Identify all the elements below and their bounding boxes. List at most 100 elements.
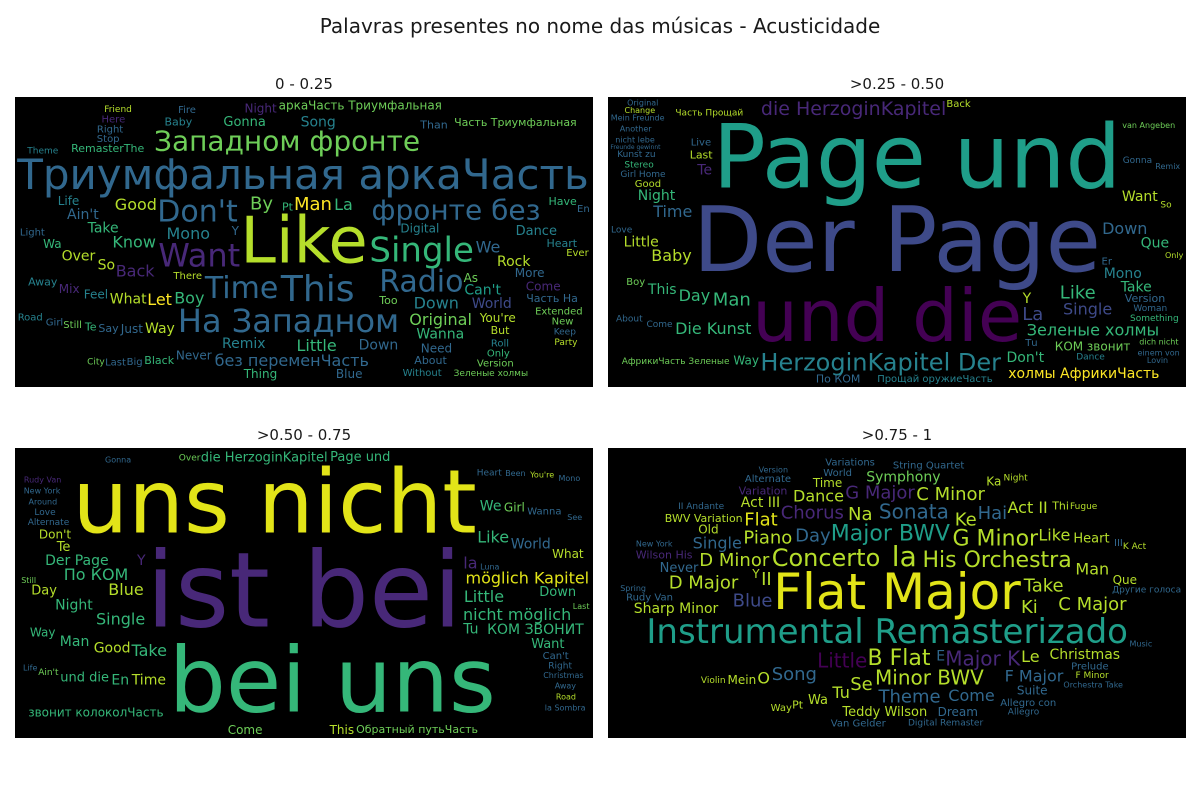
cloud-word: Der Page [693,188,1101,293]
cloud-word: без переменЧасть [215,351,369,370]
cloud-word: Change [625,106,656,115]
panel-title-1: >0.25 - 0.50 [849,75,945,93]
cloud-word: Gonna [105,456,131,465]
cloud-word: Down [1102,219,1147,238]
cloud-word: Gonna [1123,156,1152,166]
cloud-word: Западном фронте [154,125,420,158]
cloud-word: Digital [400,222,439,236]
cloud-word: Like [240,205,368,279]
panel-title-3: >0.75 - 1 [861,426,933,444]
cloud-word: Rock [497,254,531,270]
cloud-word: Na [848,504,873,525]
cloud-word: Take [87,220,119,236]
cloud-word: Old [698,523,718,537]
cloud-word: Mono [1104,266,1142,282]
cloud-word: Wa [43,237,61,251]
cloud-word: What [552,547,584,561]
cloud-word: Let [147,290,172,309]
cloud-word: II [761,569,772,590]
cloud-word: So [98,258,115,274]
cloud-word: Little [817,649,867,673]
cloud-word: Than [419,119,447,132]
cloud-word: Wanna [527,507,561,518]
cloud-word: Road [556,692,576,701]
cloud-word: Ever [566,248,589,259]
cloud-word: By [250,193,273,214]
cloud-word: Триумфальная аркаЧасть [16,150,589,199]
cloud-word: Party [554,338,578,348]
cloud-word: Прощай оружиеЧасть [877,374,993,385]
cloud-word: Night [55,598,93,614]
cloud-word: Don't [39,528,71,542]
cloud-word: Зеленые холмы [454,369,528,379]
cloud-word: Way [771,703,792,714]
cloud-word: Come [647,320,674,330]
cloud-word: Fugue [1070,502,1098,512]
cloud-word: Life [58,194,80,208]
cloud-word: Take [131,641,167,660]
cloud-word: Original [409,310,472,329]
cloud-word: Variations [825,458,875,469]
cloud-word: Alternate [28,518,70,528]
cloud-word: die HerzoginKapitel [761,98,946,120]
cloud-word: What [110,291,147,307]
cloud-word: КОМ ЗВОНИТ [487,622,584,638]
cloud-word: Heart [477,469,503,479]
cloud-word: Teddy Wilson [841,705,927,720]
cloud-word: You're [529,471,554,480]
cloud-word: Blue [336,367,363,381]
cloud-word: Still [21,576,36,585]
cloud-word: Little [464,587,504,606]
cloud-word: Day [795,525,831,546]
cloud-word: На Западном [178,302,399,340]
cloud-word: Ki [1021,597,1038,618]
cloud-word: Dance [516,224,557,239]
cloud-word: Minor BWV [875,665,984,689]
wordcloud-panel-1: Der Page Page und und die HerzoginKapitel D… [608,97,1186,387]
cloud-word: Sonata [879,500,949,524]
cloud-word: Have [549,195,578,208]
cloud-word: Without [403,368,442,379]
cloud-word: This [280,269,355,310]
cloud-word: Away [555,682,577,691]
cloud-word: Right [548,662,572,672]
cloud-word: Act III [741,495,780,511]
cloud-word: Day [31,584,57,599]
cloud-word: Come [526,280,561,294]
cloud-word: Don't [1007,350,1045,366]
cloud-word: Часть На [526,292,578,305]
cloud-word: Dance [793,487,844,506]
cloud-word: la Sombra [545,703,586,712]
cloud-word: La [1022,304,1043,325]
cloud-word: Tu [462,622,478,638]
cloud-word: Allegro con [1000,698,1056,709]
cloud-word: Version [759,465,788,474]
cloud-word: La [334,195,353,214]
cloud-word: Mono [167,224,211,243]
cloud-word: Que [1113,573,1137,587]
cloud-word: Single [1063,300,1112,319]
cloud-word: Man [1075,560,1109,579]
cloud-word: This [329,723,355,737]
cloud-word: Feel [84,288,108,302]
cloud-word: Want [531,637,564,652]
cloud-word: Know [112,232,156,251]
cloud-word: Ke [955,510,977,531]
cloud-word: Time [131,672,166,688]
cloud-word: More [515,266,545,280]
cloud-word: Baby [165,115,193,128]
cloud-word: Kunst zu [617,150,655,160]
cloud-word: Lovin [1147,356,1168,365]
cloud-word: Come [228,723,263,737]
cloud-word: About [616,314,643,324]
cloud-word: Ain't [38,668,59,678]
cloud-word: Digital Remaster [908,718,983,728]
cloud-word: See [567,513,582,522]
cloud-word: Suite [1017,684,1048,698]
cloud-word: Want [158,237,240,275]
cloud-word: Y [751,567,760,581]
cloud-word: nicht lebe [615,136,655,145]
cloud-word: Mix [59,282,80,296]
cloud-word: Y [1022,291,1032,307]
